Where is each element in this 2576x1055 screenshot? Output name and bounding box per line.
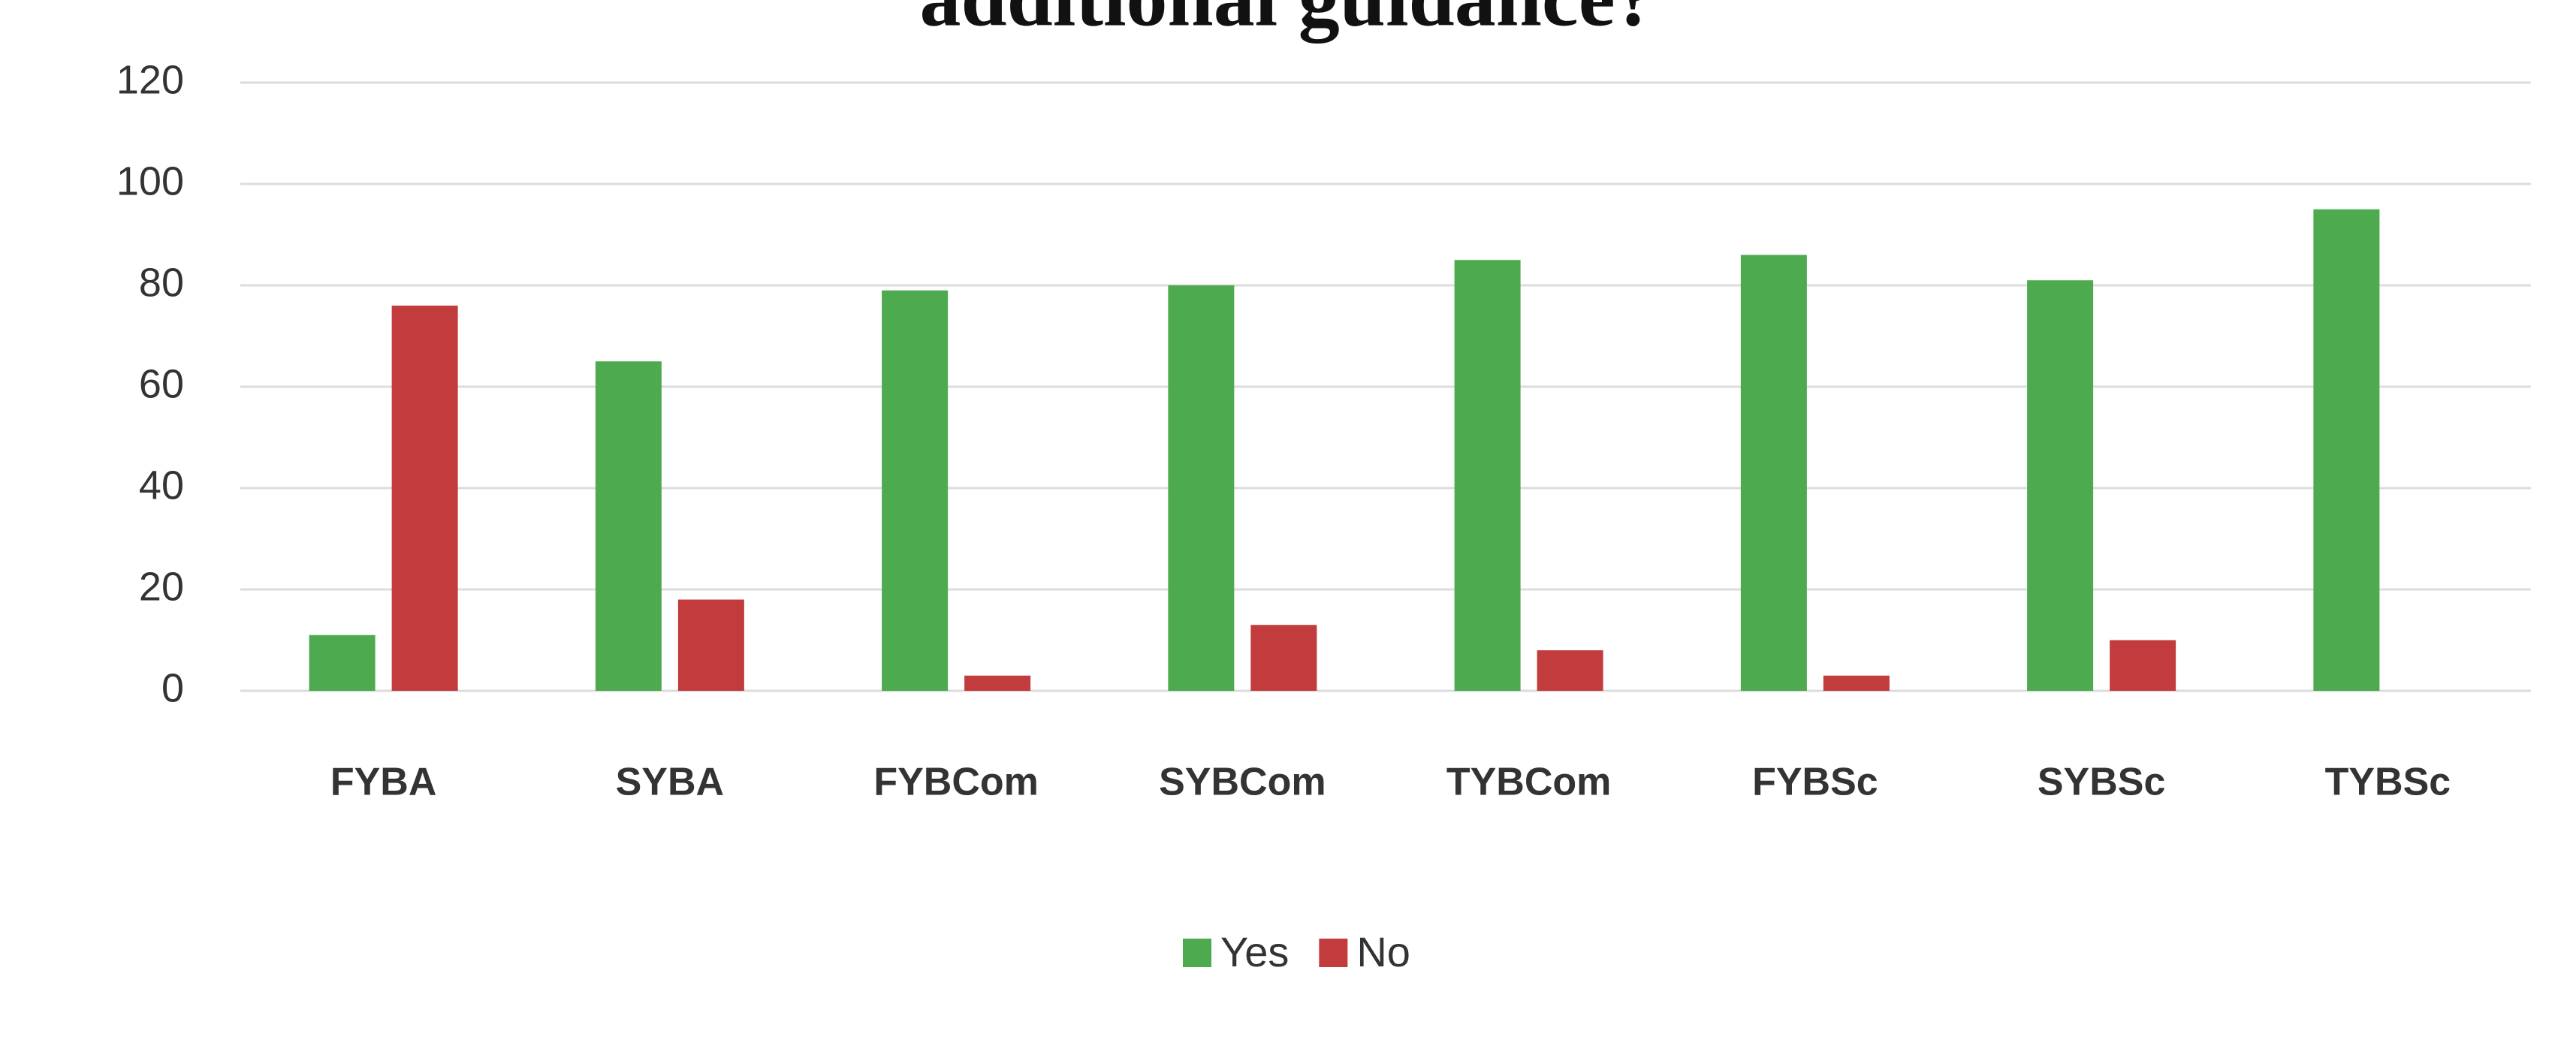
chart-title: additional guidance? [919, 0, 1656, 43]
bar [1537, 650, 1603, 691]
legend-label: No [1356, 928, 1410, 975]
x-tick-label: SYBCom [1159, 761, 1326, 804]
bar [882, 290, 949, 691]
bar [391, 306, 458, 691]
y-tick-label: 100 [116, 158, 184, 203]
x-tick-label: TYBSc [2325, 761, 2451, 804]
x-tick-label: FYBA [330, 761, 437, 804]
x-tick-label: SYBA [616, 761, 724, 804]
y-tick-label: 120 [116, 57, 184, 102]
legend-swatch [1319, 939, 1348, 967]
bar [1740, 255, 1807, 691]
x-tick-label: FYBCom [873, 761, 1039, 804]
legend-swatch [1183, 939, 1211, 967]
bar [1168, 285, 1235, 691]
bar [677, 599, 744, 691]
y-tick-label: 40 [139, 463, 184, 508]
bar [1823, 675, 1890, 691]
bar [2027, 280, 2094, 691]
bar [309, 635, 376, 691]
y-tick-label: 0 [161, 665, 184, 710]
bar [1454, 260, 1521, 691]
y-tick-label: 20 [139, 564, 184, 609]
legend-label: Yes [1220, 928, 1289, 975]
bar [1250, 625, 1317, 691]
x-tick-label: TYBCom [1446, 761, 1612, 804]
x-tick-label: FYBSc [1752, 761, 1878, 804]
x-tick-label: SYBSc [2038, 761, 2166, 804]
y-tick-label: 80 [139, 260, 184, 305]
bar [595, 361, 662, 691]
y-tick-label: 60 [139, 361, 184, 406]
bar [2313, 209, 2380, 691]
bar [2110, 640, 2176, 691]
bar [964, 675, 1031, 691]
